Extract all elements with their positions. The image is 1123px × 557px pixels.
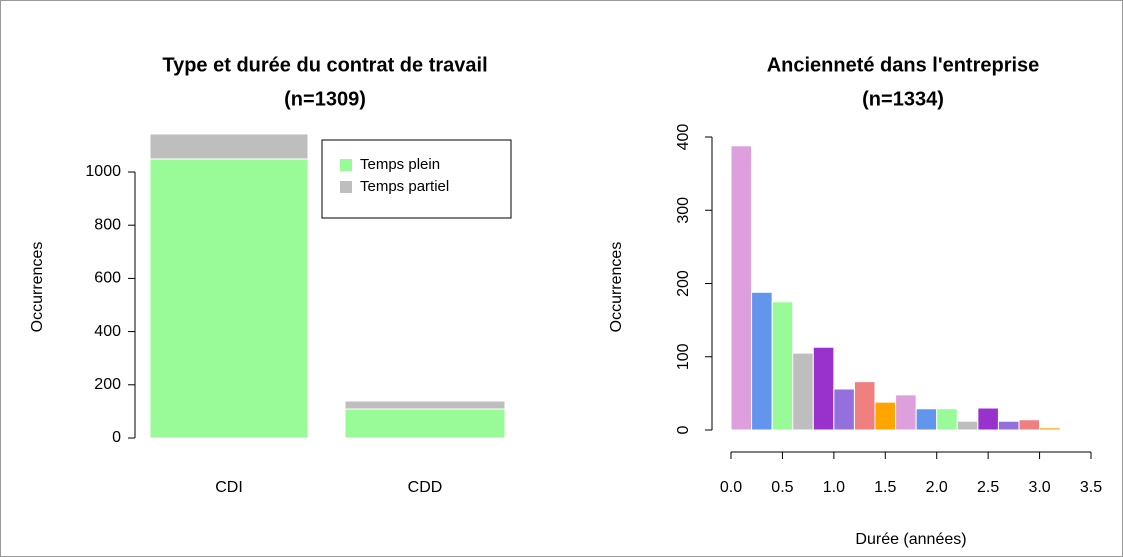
bar-segment [149,133,309,160]
legend-label: Temps plein [360,156,440,173]
chart-subtitle: (n=1334) [862,88,944,110]
histogram-bar [895,394,917,431]
y-tick-label: 1000 [85,163,121,180]
histogram-bar [1018,419,1041,431]
legend-swatch [340,159,352,171]
x-tick-label: 0.5 [771,479,793,496]
legend-swatch [340,181,352,193]
x-axis-label: Durée (années) [855,531,966,548]
chart-subtitle: (n=1309) [284,88,366,110]
legend-box [321,139,512,219]
x-tick-label: 0.0 [720,479,742,496]
chart-title: Type et durée du contrat de travail [162,54,487,76]
histogram-bar [956,420,979,431]
x-tick-label: 3.5 [1080,479,1102,496]
y-tick-label: 300 [675,197,692,224]
x-tick-label: CDD [408,479,443,496]
histogram-bar [853,381,876,431]
histogram-bar [833,388,855,431]
chart-title: Ancienneté dans l'entreprise [767,54,1040,76]
bar-segment [344,408,506,439]
y-tick-label: 200 [675,270,692,297]
y-tick-label: 0 [112,429,121,446]
y-tick-label: 400 [675,124,692,151]
histogram-bar [751,291,773,431]
x-tick-label: 2.5 [977,479,999,496]
histogram-bar [1039,427,1061,431]
y-tick-label: 200 [94,376,121,393]
histogram-bar [997,420,1020,431]
histogram-bar [936,408,958,431]
x-tick-label: 1.0 [823,479,845,496]
histogram-bar [812,346,835,431]
x-tick-label: 2.0 [926,479,948,496]
y-tick-label: 600 [94,270,121,287]
bar-segment [344,400,506,410]
y-tick-label: 0 [675,425,692,434]
y-axis-label: Occurrences [608,242,625,333]
histogram-bar [874,401,897,431]
bar-segment [149,158,309,439]
x-tick-label: CDI [215,479,243,496]
legend-label: Temps partiel [360,178,449,195]
y-axis-label: Occurrences [29,242,46,333]
y-tick-label: 400 [94,323,121,340]
histogram-bar [730,145,753,431]
histogram-bar [771,301,794,431]
histogram-bar [977,407,999,431]
x-tick-label: 3.0 [1028,479,1050,496]
histogram-bar [792,352,814,431]
x-tick-label: 1.5 [874,479,896,496]
y-tick-label: 800 [94,216,121,233]
histogram-bar [915,408,938,431]
y-tick-label: 100 [675,343,692,370]
